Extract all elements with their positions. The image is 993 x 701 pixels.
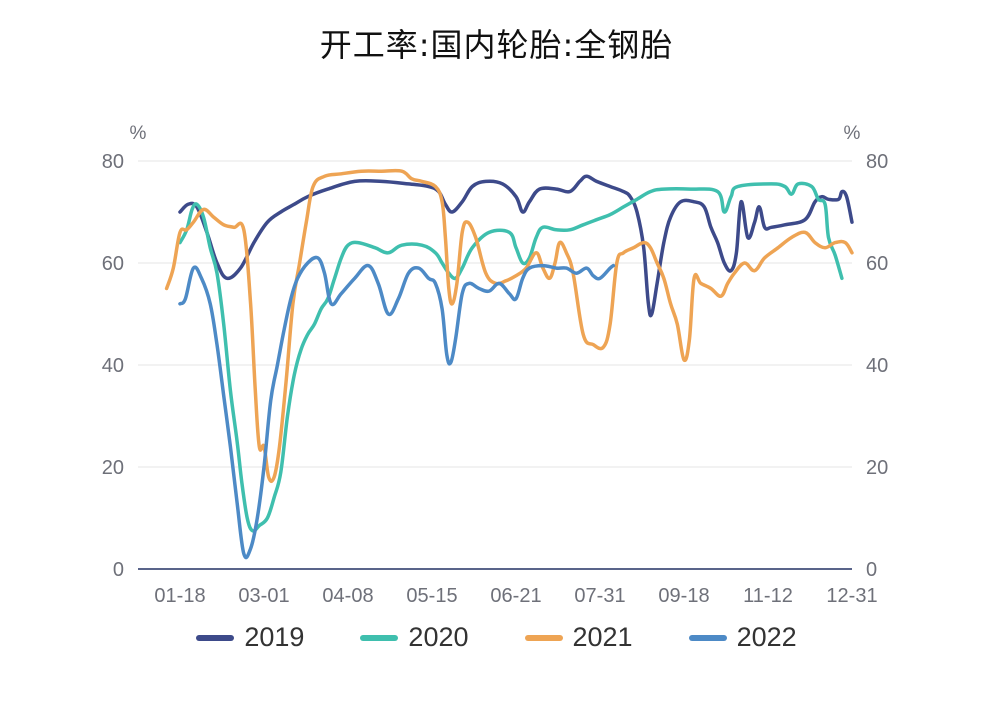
- x-tick-label: 12-31: [826, 585, 877, 607]
- x-tick-label: 01-18: [154, 585, 205, 607]
- y-tick-label-right: 20: [866, 457, 888, 479]
- x-ticks: 01-18 03-01 04-08 05-15 06-21 07-31 09-18 11-12…: [154, 585, 877, 607]
- legend: 2019 2020 2021 2022: [0, 622, 993, 653]
- series-lines: [164, 168, 854, 560]
- legend-item-2019[interactable]: 2019: [196, 622, 304, 653]
- series-line-2022: [178, 255, 616, 560]
- x-tick-label: 07-31: [574, 585, 625, 607]
- legend-item-2022[interactable]: 2022: [688, 622, 797, 653]
- legend-label: 2019: [244, 622, 305, 652]
- legend-item-2020[interactable]: 2020: [360, 622, 469, 653]
- legend-label: 2021: [572, 622, 633, 652]
- x-tick-label: 04-08: [322, 585, 373, 607]
- y-tick-label-right: 40: [866, 355, 888, 377]
- y-tick-label-left: 0: [113, 559, 124, 581]
- chart-title: 开工率:国内轮胎:全钢胎: [319, 26, 674, 64]
- y-axis-unit-left: %: [130, 123, 147, 144]
- gridlines: [138, 160, 852, 468]
- y-tick-label-right: 60: [866, 253, 888, 275]
- legend-swatch: [360, 634, 399, 641]
- legend-swatch: [524, 634, 563, 641]
- x-tick-label: 09-18: [658, 585, 709, 607]
- legend-label: 2022: [736, 622, 797, 652]
- y-ticks-right: 0 20 40 60 80: [866, 151, 888, 581]
- x-tick-label: 11-12: [743, 585, 793, 607]
- legend-swatch: [196, 634, 235, 641]
- x-tick-label: 05-15: [406, 585, 457, 607]
- legend-label: 2020: [408, 622, 469, 652]
- series-line-2019: [178, 174, 854, 318]
- y-tick-label-left: 20: [102, 457, 124, 479]
- legend-item-2021[interactable]: 2021: [524, 622, 633, 653]
- y-ticks-left: 0 20 40 60 80: [102, 151, 124, 581]
- y-tick-label-left: 40: [102, 355, 124, 377]
- series-line-2021: [164, 168, 854, 484]
- x-tick-label: 06-21: [490, 585, 541, 607]
- y-tick-label-right: 0: [866, 559, 877, 581]
- y-tick-label-left: 80: [102, 151, 124, 173]
- y-axis-unit-right: %: [844, 123, 861, 144]
- x-tick-label: 03-01: [238, 585, 289, 607]
- legend-swatch: [688, 634, 727, 641]
- y-tick-label-right: 80: [866, 151, 888, 173]
- y-tick-label-left: 60: [102, 253, 124, 275]
